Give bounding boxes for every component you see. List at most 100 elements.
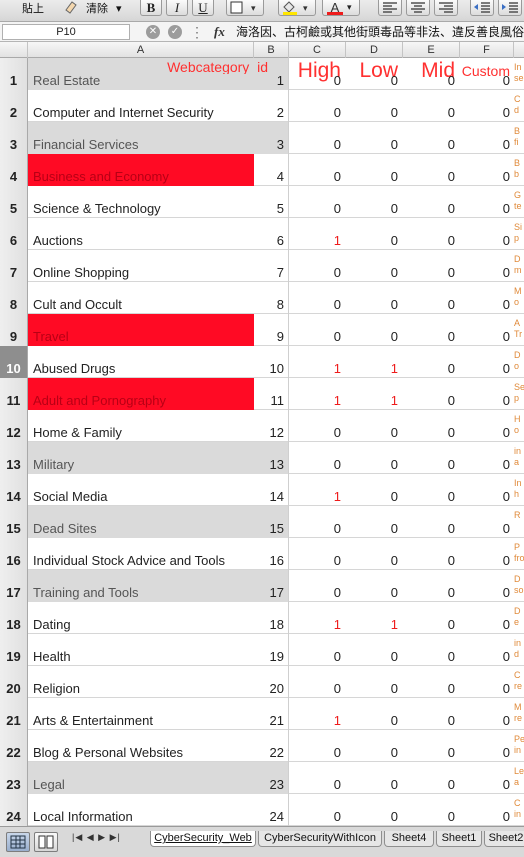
row-header[interactable]: 10 bbox=[0, 346, 28, 378]
column-header-a[interactable]: A bbox=[28, 42, 254, 58]
select-all-corner[interactable] bbox=[0, 42, 28, 58]
high-cell[interactable]: 0 bbox=[289, 410, 346, 442]
low-cell[interactable]: 0 bbox=[346, 442, 403, 474]
category-name-cell[interactable]: Arts & Entertainment bbox=[28, 698, 254, 730]
webcategory-id-cell[interactable]: 16 bbox=[254, 538, 289, 570]
header-webcategory-id[interactable]: Webcategory_id bbox=[150, 58, 270, 74]
low-cell[interactable]: 0 bbox=[346, 794, 403, 826]
high-cell[interactable]: 0 bbox=[289, 282, 346, 314]
custom-cell[interactable]: 0 bbox=[460, 730, 514, 762]
custom-cell[interactable]: 0 bbox=[460, 250, 514, 282]
sheet-nav-arrows[interactable]: |◀ ◀ ▶ ▶| bbox=[72, 832, 121, 843]
mid-cell[interactable]: 0 bbox=[403, 378, 460, 410]
high-cell[interactable]: 0 bbox=[289, 666, 346, 698]
low-cell[interactable]: 0 bbox=[346, 154, 403, 186]
category-name-cell[interactable]: Cult and Occult bbox=[28, 282, 254, 314]
low-cell[interactable]: 0 bbox=[346, 314, 403, 346]
borders-button[interactable]: ▾ bbox=[226, 0, 264, 16]
high-cell[interactable]: 1 bbox=[289, 474, 346, 506]
category-name-cell[interactable]: Religion bbox=[28, 666, 254, 698]
note-cell[interactable]: B fi bbox=[514, 122, 524, 154]
custom-cell[interactable]: 0 bbox=[460, 122, 514, 154]
row-header[interactable]: 20 bbox=[0, 666, 28, 698]
column-header-d[interactable]: D bbox=[346, 42, 403, 58]
sheet-tab[interactable]: CyberSecurityWithIcon bbox=[258, 831, 382, 847]
mid-cell[interactable]: 0 bbox=[403, 410, 460, 442]
low-cell[interactable]: 0 bbox=[346, 666, 403, 698]
cell-f1[interactable]: 0 bbox=[460, 66, 514, 90]
custom-cell[interactable]: 0 bbox=[460, 474, 514, 506]
low-cell[interactable]: 0 bbox=[346, 730, 403, 762]
low-cell[interactable]: 1 bbox=[346, 346, 403, 378]
webcategory-id-cell[interactable]: 3 bbox=[254, 122, 289, 154]
category-name-cell[interactable]: Military bbox=[28, 442, 254, 474]
note-cell[interactable]: Si p bbox=[514, 218, 524, 250]
note-cell[interactable]: D so bbox=[514, 570, 524, 602]
webcategory-id-cell[interactable]: 17 bbox=[254, 570, 289, 602]
high-cell[interactable]: 0 bbox=[289, 570, 346, 602]
category-name-cell[interactable]: Financial Services bbox=[28, 122, 254, 154]
high-cell[interactable]: 0 bbox=[289, 314, 346, 346]
low-cell[interactable]: 1 bbox=[346, 602, 403, 634]
row-header[interactable]: 17 bbox=[0, 570, 28, 602]
high-cell[interactable]: 0 bbox=[289, 634, 346, 666]
mid-cell[interactable]: 0 bbox=[403, 666, 460, 698]
page-layout-view-button[interactable] bbox=[34, 832, 58, 852]
category-name-cell[interactable]: Social Media bbox=[28, 474, 254, 506]
normal-view-button[interactable] bbox=[6, 832, 30, 852]
mid-cell[interactable]: 0 bbox=[403, 762, 460, 794]
low-cell[interactable]: 0 bbox=[346, 698, 403, 730]
high-cell[interactable]: 0 bbox=[289, 762, 346, 794]
decrease-indent-button[interactable] bbox=[470, 0, 494, 16]
webcategory-id-cell[interactable]: 15 bbox=[254, 506, 289, 538]
mid-cell[interactable]: 0 bbox=[403, 90, 460, 122]
fill-color-button[interactable]: ▾ bbox=[278, 0, 316, 16]
webcategory-id-cell[interactable]: 11 bbox=[254, 378, 289, 410]
webcategory-id-cell[interactable]: 2 bbox=[254, 90, 289, 122]
column-header-b[interactable]: B bbox=[254, 42, 289, 58]
category-name-cell[interactable]: Travel bbox=[28, 314, 254, 346]
category-name-cell[interactable]: Dating bbox=[28, 602, 254, 634]
mid-cell[interactable]: 0 bbox=[403, 634, 460, 666]
row-header[interactable]: 4 bbox=[0, 154, 28, 186]
note-cell[interactable]: D o bbox=[514, 346, 524, 378]
note-cell[interactable]: In h bbox=[514, 474, 524, 506]
webcategory-id-cell[interactable]: 4 bbox=[254, 154, 289, 186]
mid-cell[interactable]: 0 bbox=[403, 122, 460, 154]
confirm-icon[interactable]: ✓ bbox=[168, 25, 182, 39]
row-header[interactable]: 3 bbox=[0, 122, 28, 154]
webcategory-id-cell[interactable]: 14 bbox=[254, 474, 289, 506]
high-cell[interactable]: 0 bbox=[289, 250, 346, 282]
row-header[interactable]: 8 bbox=[0, 282, 28, 314]
mid-cell[interactable]: 0 bbox=[403, 570, 460, 602]
low-cell[interactable]: 1 bbox=[346, 378, 403, 410]
align-center-button[interactable] bbox=[406, 0, 430, 16]
sheet-tab[interactable]: CyberSecurity_Web bbox=[150, 831, 256, 847]
category-name-cell[interactable]: Adult and Pornography bbox=[28, 378, 254, 410]
category-name-cell[interactable]: Online Shopping bbox=[28, 250, 254, 282]
mid-cell[interactable]: 0 bbox=[403, 218, 460, 250]
low-cell[interactable]: 0 bbox=[346, 506, 403, 538]
fx-icon[interactable]: fx bbox=[214, 24, 225, 40]
category-name-cell[interactable]: Health bbox=[28, 634, 254, 666]
note-cell[interactable]: A Tr bbox=[514, 314, 524, 346]
note-cell[interactable]: B b bbox=[514, 154, 524, 186]
cell-d1[interactable]: 0 bbox=[346, 66, 403, 90]
low-cell[interactable]: 0 bbox=[346, 634, 403, 666]
mid-cell[interactable]: 0 bbox=[403, 442, 460, 474]
mid-cell[interactable]: 0 bbox=[403, 602, 460, 634]
mid-cell[interactable]: 0 bbox=[403, 474, 460, 506]
sheet-tab[interactable]: Sheet2 bbox=[484, 831, 524, 847]
low-cell[interactable]: 0 bbox=[346, 474, 403, 506]
category-name-cell[interactable]: Science & Technology bbox=[28, 186, 254, 218]
low-cell[interactable]: 0 bbox=[346, 762, 403, 794]
custom-cell[interactable]: 0 bbox=[460, 442, 514, 474]
custom-cell[interactable]: 0 bbox=[460, 538, 514, 570]
webcategory-id-cell[interactable]: 21 bbox=[254, 698, 289, 730]
custom-cell[interactable]: 0 bbox=[460, 762, 514, 794]
paste-button[interactable]: 貼上 bbox=[22, 0, 44, 18]
note-cell[interactable]: in a bbox=[514, 442, 524, 474]
align-left-button[interactable] bbox=[378, 0, 402, 16]
note-cell[interactable]: M re bbox=[514, 698, 524, 730]
note-cell[interactable]: D e bbox=[514, 602, 524, 634]
